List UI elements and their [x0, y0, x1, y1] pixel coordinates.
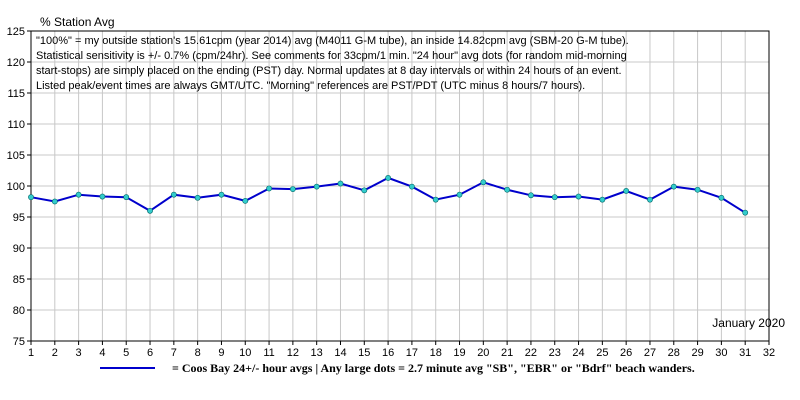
data-point	[742, 209, 749, 216]
x-tick-label: 9	[218, 347, 224, 359]
note-line: Listed peak/event times are always GMT/U…	[36, 80, 585, 92]
legend: = Coos Bay 24+/- hour avgs | Any large d…	[100, 361, 695, 375]
data-point	[551, 194, 558, 201]
data-point	[385, 175, 391, 181]
data-point	[623, 188, 630, 194]
x-tick-label: 7	[171, 347, 177, 359]
y-tick-label: 110	[7, 119, 25, 131]
x-tick-label: 13	[311, 347, 323, 359]
data-point	[718, 194, 725, 201]
x-tick-label: 21	[501, 347, 513, 359]
x-tick-label: 10	[239, 347, 251, 359]
note-line: Statistical sensitivity is +/- 0.7% (cpm…	[36, 50, 627, 62]
y-tick-label: 120	[7, 57, 25, 69]
data-point	[266, 185, 272, 192]
data-point	[170, 191, 177, 198]
x-tick-label: 22	[525, 347, 537, 359]
x-tick-label: 14	[334, 347, 346, 359]
y-tick-label: 85	[13, 274, 25, 286]
x-tick-label: 4	[99, 347, 105, 359]
x-tick-label: 2	[52, 347, 58, 359]
notes: "100%" = my outside station's 15.61cpm (…	[36, 35, 629, 92]
y-tick-label: 80	[13, 305, 25, 317]
legend-label: = Coos Bay 24+/- hour avgs | Any large d…	[172, 361, 695, 375]
x-tick-label: 32	[763, 347, 775, 359]
data-point	[313, 183, 320, 190]
series-layer	[28, 175, 749, 216]
data-point	[432, 196, 439, 203]
x-tick-label: 5	[123, 347, 129, 359]
period-label: January 2020	[712, 316, 785, 330]
x-tick-label: 26	[620, 347, 632, 359]
x-tick-label: 6	[147, 347, 153, 359]
x-tick-label: 27	[644, 347, 656, 359]
data-point	[456, 191, 463, 198]
grid	[30, 30, 770, 342]
x-tick-label: 18	[430, 347, 442, 359]
data-point	[147, 207, 153, 214]
x-tick-label: 8	[195, 347, 201, 359]
y-tick-label: 105	[7, 150, 25, 162]
data-point	[75, 191, 82, 198]
x-tick-label: 28	[668, 347, 680, 359]
y-tick-label: 125	[7, 26, 25, 38]
x-tick-label: 1	[28, 347, 34, 359]
data-point	[670, 183, 677, 190]
note-line: start-stops) are simply placed on the en…	[36, 65, 622, 77]
x-tick-label: 19	[453, 347, 465, 359]
x-tick-label: 29	[691, 347, 703, 359]
data-point	[289, 186, 296, 192]
x-tick-label: 30	[715, 347, 727, 359]
y-axis-title: % Station Avg	[40, 15, 115, 29]
x-tick-label: 20	[477, 347, 489, 359]
data-point	[242, 197, 249, 204]
data-point	[647, 196, 653, 203]
data-point	[123, 194, 130, 201]
data-point	[409, 183, 415, 190]
x-tick-label: 23	[549, 347, 561, 359]
x-tick-label: 11	[263, 347, 274, 359]
x-tick-label: 25	[596, 347, 608, 359]
data-point	[51, 198, 58, 205]
x-tick-label: 12	[287, 347, 299, 359]
x-tick-label: 15	[358, 347, 370, 359]
axes: 1 2 3 4 5 6 7 8 9 10 11 12 13 14 15 16 17 18 19 20 21 22 23 24 2…	[7, 26, 775, 359]
data-point	[194, 194, 201, 201]
data-point	[361, 187, 368, 194]
x-tick-label: 16	[382, 347, 394, 359]
y-tick-label: 100	[7, 181, 25, 193]
x-tick-label: 24	[572, 347, 584, 359]
data-point	[99, 193, 106, 200]
y-tick-label: 115	[7, 88, 25, 100]
y-tick-label: 75	[13, 336, 25, 348]
y-tick-label: 90	[13, 243, 25, 255]
y-tick-label: 95	[13, 212, 25, 224]
data-point	[528, 192, 534, 199]
data-point	[504, 186, 511, 193]
x-tick-label: 31	[739, 347, 751, 359]
data-point	[337, 180, 344, 187]
note-line: "100%" = my outside station's 15.61cpm (…	[36, 35, 629, 47]
data-point	[694, 186, 701, 193]
data-point	[575, 193, 582, 200]
data-point	[480, 179, 487, 186]
data-point	[599, 196, 606, 203]
x-tick-label: 17	[406, 347, 418, 359]
data-point	[218, 191, 225, 198]
x-tick-label: 3	[76, 347, 82, 359]
data-point	[28, 194, 34, 201]
